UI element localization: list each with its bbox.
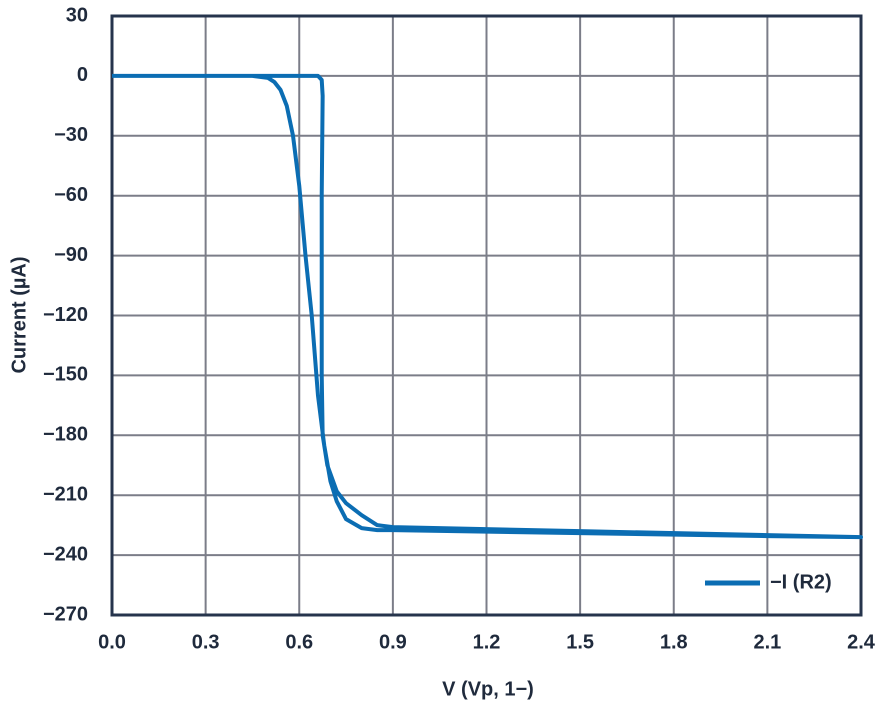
x-tick-label: 1.5 — [566, 631, 594, 653]
x-axis-label: V (Vp, 1−) — [442, 678, 534, 700]
legend-label: −I (R2) — [770, 571, 832, 593]
y-tick-label: −270 — [43, 603, 88, 625]
y-axis-label: Current (µA) — [8, 256, 30, 373]
y-tick-label: −240 — [43, 543, 88, 565]
y-tick-label: −180 — [43, 424, 88, 446]
x-tick-label: 1.8 — [660, 631, 688, 653]
y-tick-label: −30 — [54, 124, 88, 146]
y-tick-label: −150 — [43, 364, 88, 386]
y-tick-label: −90 — [54, 244, 88, 266]
y-tick-label: 0 — [77, 64, 88, 86]
x-tick-label: 2.1 — [753, 631, 781, 653]
x-tick-label: 0.6 — [285, 631, 313, 653]
y-tick-label: −120 — [43, 304, 88, 326]
x-tick-label: 0.9 — [379, 631, 407, 653]
plot-frame — [110, 14, 863, 617]
data-line — [112, 73, 863, 540]
x-tick-label: 0.0 — [98, 631, 126, 653]
y-tick-label: −60 — [54, 184, 88, 206]
y-tick-label: −210 — [43, 483, 88, 505]
y-tick-label: 30 — [66, 4, 88, 26]
x-tick-label: 0.3 — [192, 631, 220, 653]
x-tick-label: 1.2 — [473, 631, 501, 653]
x-tick-label: 2.4 — [847, 631, 876, 653]
